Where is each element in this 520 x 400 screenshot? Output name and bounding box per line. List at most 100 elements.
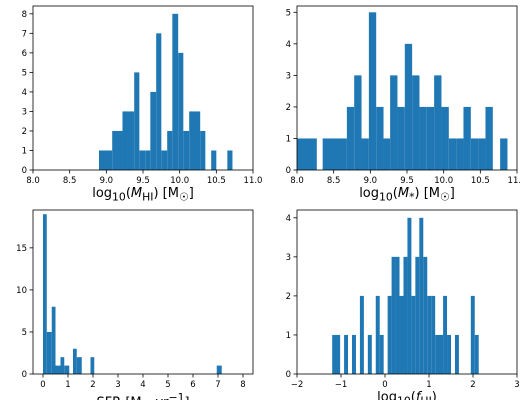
x-tick-label: 9.0 bbox=[364, 176, 378, 186]
histogram-bar bbox=[387, 295, 392, 374]
histogram-bar bbox=[361, 138, 369, 170]
x-tick-label: 9.0 bbox=[100, 176, 114, 186]
histogram-panel-1: 8.0 8.5 9.0 9.5 10.0 10.5 11.0 0 1 2 3 4 5 6 7 8 log10(M… bbox=[22, 5, 263, 204]
histogram-bar bbox=[454, 334, 459, 374]
x-tick-label: 10.0 bbox=[170, 176, 189, 186]
histogram-bar bbox=[426, 106, 435, 170]
histogram-bar bbox=[419, 106, 427, 170]
histogram-bar bbox=[474, 334, 479, 374]
y-tick-label: 0 bbox=[22, 370, 27, 380]
histogram-bar bbox=[419, 217, 424, 374]
histogram-bar bbox=[463, 106, 471, 170]
y-tick-label: 8 bbox=[22, 10, 27, 20]
histogram-bar bbox=[346, 106, 355, 170]
histogram-bar bbox=[423, 256, 428, 374]
x-tick-label: 3 bbox=[514, 380, 519, 390]
y-tick-label: 2 bbox=[286, 103, 291, 113]
y-tick-label: 15 bbox=[16, 244, 27, 254]
y-tick-label: 1 bbox=[22, 146, 27, 156]
histogram-bar bbox=[167, 130, 173, 170]
x-tick-label: −1 bbox=[335, 380, 348, 390]
histogram-bar bbox=[470, 295, 475, 374]
x-tick-label: 9.5 bbox=[400, 176, 414, 186]
histogram-bar bbox=[434, 75, 442, 170]
histogram-bar bbox=[322, 138, 347, 170]
histogram-bar bbox=[216, 365, 222, 374]
y-tick-label: 1 bbox=[286, 134, 291, 144]
y-tick-label: 5 bbox=[286, 8, 291, 18]
axes-frame bbox=[296, 209, 518, 375]
histogram-bar bbox=[139, 150, 146, 170]
histogram-bar bbox=[161, 150, 168, 170]
histogram-bar bbox=[443, 295, 448, 374]
histogram-bar bbox=[99, 150, 113, 170]
histogram-bar bbox=[156, 33, 162, 170]
y-tick-label: 4 bbox=[286, 214, 291, 224]
y-tick-label: 7 bbox=[22, 29, 27, 39]
histogram-bar bbox=[55, 365, 61, 374]
histogram-bar bbox=[390, 75, 398, 170]
histogram-bar bbox=[448, 138, 457, 170]
histogram-bar bbox=[145, 150, 151, 170]
histogram-bar bbox=[354, 75, 362, 170]
histogram-bar bbox=[367, 334, 372, 374]
histogram-bar bbox=[395, 256, 400, 374]
x-tick-label: −2 bbox=[291, 380, 304, 390]
histogram-bar bbox=[376, 106, 384, 170]
x-axis-label: log10(M*) [M☉] bbox=[359, 186, 455, 204]
histogram-panel-4: −2 −1 0 1 2 3 0 1 2 3 4 log10(fHI) bbox=[286, 209, 520, 400]
y-tick-label: 0 bbox=[286, 370, 291, 380]
histogram-bar bbox=[478, 138, 486, 170]
histogram-bar bbox=[403, 256, 408, 374]
axes-frame bbox=[32, 209, 254, 375]
histogram-bar bbox=[134, 72, 140, 170]
x-tick-label: 3 bbox=[115, 380, 120, 390]
histogram-bar bbox=[227, 150, 233, 170]
histogram-bar bbox=[431, 295, 436, 374]
histogram-bar bbox=[46, 331, 52, 374]
x-tick-label: 2 bbox=[470, 380, 475, 390]
histogram-bar bbox=[427, 295, 432, 374]
x-axis-label: SFR [M☉ yr−1] bbox=[96, 391, 189, 400]
x-tick-label: 10.0 bbox=[434, 176, 453, 186]
y-tick-label: 0 bbox=[286, 166, 291, 176]
x-tick-label: 1 bbox=[426, 380, 431, 390]
histogram-bar bbox=[189, 111, 201, 170]
x-tick-label: 8.0 bbox=[290, 176, 304, 186]
histogram-bar bbox=[404, 43, 413, 170]
histogram-bar bbox=[178, 52, 184, 170]
histogram-bar bbox=[359, 295, 364, 374]
x-tick-label: 10.5 bbox=[207, 176, 226, 186]
histogram-bar bbox=[441, 106, 449, 170]
histogram-bar bbox=[64, 365, 70, 374]
histogram-bar bbox=[456, 138, 464, 170]
histogram-bar bbox=[60, 357, 65, 374]
histogram-bar bbox=[344, 334, 349, 374]
histogram-bar bbox=[368, 12, 377, 171]
histogram-bar bbox=[43, 214, 47, 374]
x-tick-label: 11.0 bbox=[244, 176, 263, 186]
histogram-bar bbox=[297, 138, 317, 170]
histogram-panel-2: 8.0 8.5 9.0 9.5 10.0 10.5 11.0 0 1 2 3 4 5 log10(M*) … bbox=[286, 5, 520, 204]
histogram-bar bbox=[112, 130, 123, 170]
x-tick-label: 10.5 bbox=[471, 176, 490, 186]
histogram-bar bbox=[332, 334, 341, 374]
x-tick-label: 4 bbox=[140, 380, 145, 390]
x-tick-label: 1 bbox=[65, 380, 70, 390]
histogram-bar bbox=[407, 217, 412, 374]
histogram-bar bbox=[172, 13, 179, 171]
x-tick-label: 7 bbox=[215, 380, 220, 390]
y-tick-label: 2 bbox=[22, 127, 27, 137]
histogram-bar bbox=[183, 130, 190, 170]
y-tick-label: 4 bbox=[286, 40, 291, 50]
histogram-bar bbox=[200, 130, 206, 170]
y-tick-label: 1 bbox=[286, 331, 291, 341]
histogram-bar bbox=[447, 334, 451, 374]
y-tick-label: 6 bbox=[22, 49, 27, 59]
x-tick-label: 8 bbox=[240, 380, 245, 390]
x-tick-label: 11.0 bbox=[508, 176, 520, 186]
histogram-bar bbox=[51, 306, 56, 374]
x-tick-label: 8.5 bbox=[327, 176, 341, 186]
histogram-bar bbox=[411, 295, 416, 374]
y-tick-label: 3 bbox=[286, 253, 291, 263]
